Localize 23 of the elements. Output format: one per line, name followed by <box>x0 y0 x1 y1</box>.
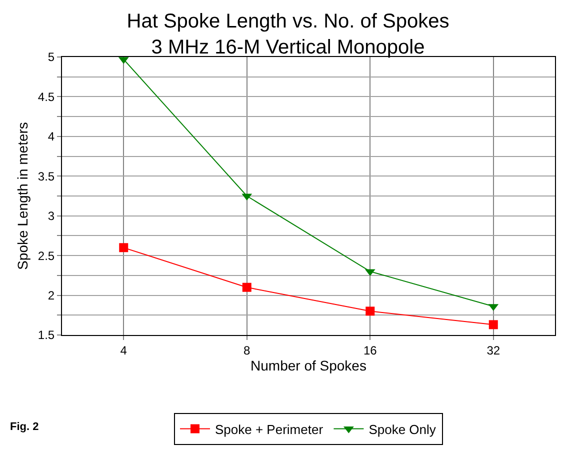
x-tick-label: 8 <box>244 343 251 358</box>
caption: Fig. 2 <box>10 421 39 433</box>
point <box>119 243 128 252</box>
x-tick-label: 16 <box>363 343 378 358</box>
y-tick-label: 4 <box>48 130 55 144</box>
chart-title: Hat Spoke Length vs. No. of Spokes <box>126 10 450 32</box>
y-tick-label: 5 <box>48 50 55 64</box>
y-tick-label: 1.5 <box>38 328 55 342</box>
chart-subtitle: 3 MHz 16-M Vertical Monopole <box>151 36 425 58</box>
point <box>488 320 498 330</box>
x-axis-title: Number of Spokes <box>250 358 366 374</box>
x-tick-label: 32 <box>486 343 500 358</box>
y-tick-label: 3 <box>48 209 55 224</box>
y-tick-label: 2 <box>48 288 55 302</box>
y-axis-title: Spoke Length in meters <box>14 122 31 270</box>
legend-label: Spoke Only <box>368 422 436 437</box>
x-tick-label: 4 <box>120 343 128 358</box>
y-tick-label: 4.5 <box>38 90 55 104</box>
point <box>242 282 252 292</box>
y-tick-label: 2.5 <box>38 248 55 263</box>
y-tick-label: 3.5 <box>38 169 55 184</box>
legend-label: Spoke + Perimeter <box>215 422 324 437</box>
point <box>366 306 375 316</box>
